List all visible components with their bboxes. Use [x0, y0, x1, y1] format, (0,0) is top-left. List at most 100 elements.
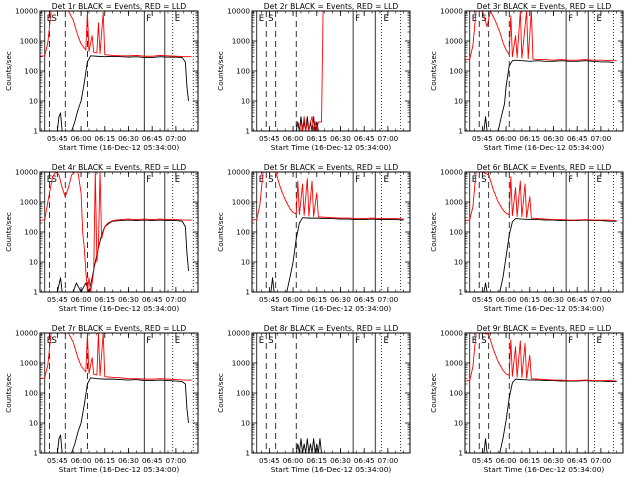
event-marker-label: E: [384, 175, 389, 185]
event-marker-label: S: [268, 175, 273, 185]
x-tick-label: 06:00: [496, 295, 517, 304]
panel-title: Det 3r BLACK = Events, RED = LLD: [477, 2, 612, 11]
x-tick-label: 06:15: [306, 134, 327, 143]
y-tick-label: 1: [33, 288, 38, 297]
y-tick-label: 1000: [20, 198, 39, 207]
series-group: [465, 172, 617, 292]
x-axis-label: Start Time (16-Dec-12 05:34:00): [484, 304, 605, 313]
y-tick-label: 10: [29, 419, 39, 428]
y-tick-label: 10000: [15, 7, 38, 16]
event-marker-label: E: [384, 14, 389, 24]
x-tick-label: 07:00: [378, 456, 399, 465]
x-tick-label: 07:00: [166, 295, 187, 304]
x-tick-label: 06:30: [543, 134, 564, 143]
x-tick-label: 06:15: [94, 456, 115, 465]
x-tick-label: 07:00: [591, 456, 612, 465]
event-marker-label: F: [355, 336, 360, 346]
panel-title: Det 7r BLACK = Events, RED = LLD: [52, 324, 187, 333]
event-marker-label: E: [47, 336, 52, 346]
plot-frame: [464, 10, 624, 132]
x-tick-label: 05:45: [472, 295, 493, 304]
events-series-line: [56, 219, 189, 292]
series-group: [40, 11, 192, 131]
x-tick-label: 07:00: [166, 456, 187, 465]
x-tick-label: 06:00: [283, 295, 304, 304]
x-axis-label: Start Time (16-Dec-12 05:34:00): [59, 304, 180, 313]
event-marker-label: E: [597, 175, 602, 185]
events-series-line: [56, 377, 189, 453]
y-tick-label: 10000: [440, 329, 463, 338]
x-tick-label: 06:30: [330, 134, 351, 143]
x-tick-label: 06:30: [543, 295, 564, 304]
panel-title: Det 9r BLACK = Events, RED = LLD: [477, 324, 612, 333]
chart-panel-1: Det 1r BLACK = Events, RED = LLD Start Ti…: [4, 2, 199, 152]
panel-title: Det 4r BLACK = Events, RED = LLD: [52, 163, 187, 172]
x-tick-label: 06:30: [330, 295, 351, 304]
x-tick-label: 06:45: [142, 134, 163, 143]
y-tick-label: 1: [33, 449, 38, 458]
y-axis-label: Counts/sec: [429, 212, 438, 252]
plot-frame: [39, 10, 199, 132]
x-tick-label: 05:45: [259, 134, 280, 143]
lld-series-line: [465, 333, 617, 382]
event-marker-label: F: [568, 14, 573, 24]
y-axis-label: Counts/sec: [216, 373, 225, 413]
x-axis-label: Start Time (16-Dec-12 05:34:00): [484, 143, 605, 152]
y-tick-label: 10000: [15, 329, 38, 338]
event-marker-label: E: [47, 175, 52, 185]
event-marker-label: E: [175, 175, 180, 185]
y-tick-label: 10000: [440, 7, 463, 16]
x-axis-label: Start Time (16-Dec-12 05:34:00): [59, 465, 180, 474]
events-series-line: [483, 378, 617, 453]
x-tick-label: 05:45: [47, 295, 68, 304]
plot-frame: [39, 171, 199, 293]
plot-frame: [251, 332, 411, 454]
y-tick-label: 10: [29, 258, 39, 267]
y-tick-label: 100: [24, 228, 38, 237]
lld-series-line: [298, 11, 324, 131]
x-tick-label: 06:15: [94, 295, 115, 304]
x-axis-label: Start Time (16-Dec-12 05:34:00): [59, 143, 180, 152]
y-tick-label: 1: [33, 127, 38, 136]
x-tick-label: 06:45: [142, 295, 163, 304]
event-marker-label: S: [481, 14, 486, 24]
x-tick-label: 07:00: [166, 134, 187, 143]
chart-panel-9: Det 9r BLACK = Events, RED = LLD Start Ti…: [429, 324, 624, 474]
chart-panel-6: Det 6r BLACK = Events, RED = LLD Start Ti…: [429, 163, 624, 313]
y-tick-label: 100: [24, 67, 38, 76]
events-series-line: [295, 438, 322, 453]
plot-frame: [464, 332, 624, 454]
chart-panel-3: Det 3r BLACK = Events, RED = LLD Start Ti…: [429, 2, 624, 152]
series-group: [295, 11, 324, 131]
series-group: [465, 11, 617, 131]
x-tick-label: 06:30: [118, 456, 139, 465]
y-tick-label: 1: [458, 288, 463, 297]
event-marker-label: F: [568, 175, 573, 185]
event-marker-label: S: [268, 14, 273, 24]
chart-panel-5: Det 5r BLACK = Events, RED = LLD Start Ti…: [216, 163, 411, 313]
event-marker-label: E: [472, 14, 477, 24]
event-marker-label: F: [355, 175, 360, 185]
lld-series-line: [40, 172, 192, 292]
x-tick-label: 05:45: [47, 456, 68, 465]
x-axis-label: Start Time (16-Dec-12 05:34:00): [271, 465, 392, 474]
x-tick-label: 06:45: [142, 456, 163, 465]
event-marker-label: F: [146, 14, 151, 24]
x-tick-label: 06:00: [71, 295, 92, 304]
event-marker-label: E: [384, 336, 389, 346]
y-axis-label: Counts/sec: [4, 51, 13, 91]
y-axis-label: Counts/sec: [4, 212, 13, 252]
y-tick-label: 100: [24, 389, 38, 398]
event-marker-label: E: [175, 14, 180, 24]
x-tick-label: 06:45: [354, 134, 375, 143]
x-tick-label: 06:00: [71, 456, 92, 465]
y-axis-label: Counts/sec: [429, 373, 438, 413]
x-axis-label: Start Time (16-Dec-12 05:34:00): [271, 304, 392, 313]
x-tick-label: 05:45: [472, 134, 493, 143]
event-marker-label: S: [481, 175, 486, 185]
y-axis-label: Counts/sec: [429, 51, 438, 91]
panel-title: Det 8r BLACK = Events, RED = LLD: [264, 324, 399, 333]
x-tick-label: 06:15: [519, 134, 540, 143]
event-marker-label: F: [146, 175, 151, 185]
series-group: [40, 333, 192, 453]
